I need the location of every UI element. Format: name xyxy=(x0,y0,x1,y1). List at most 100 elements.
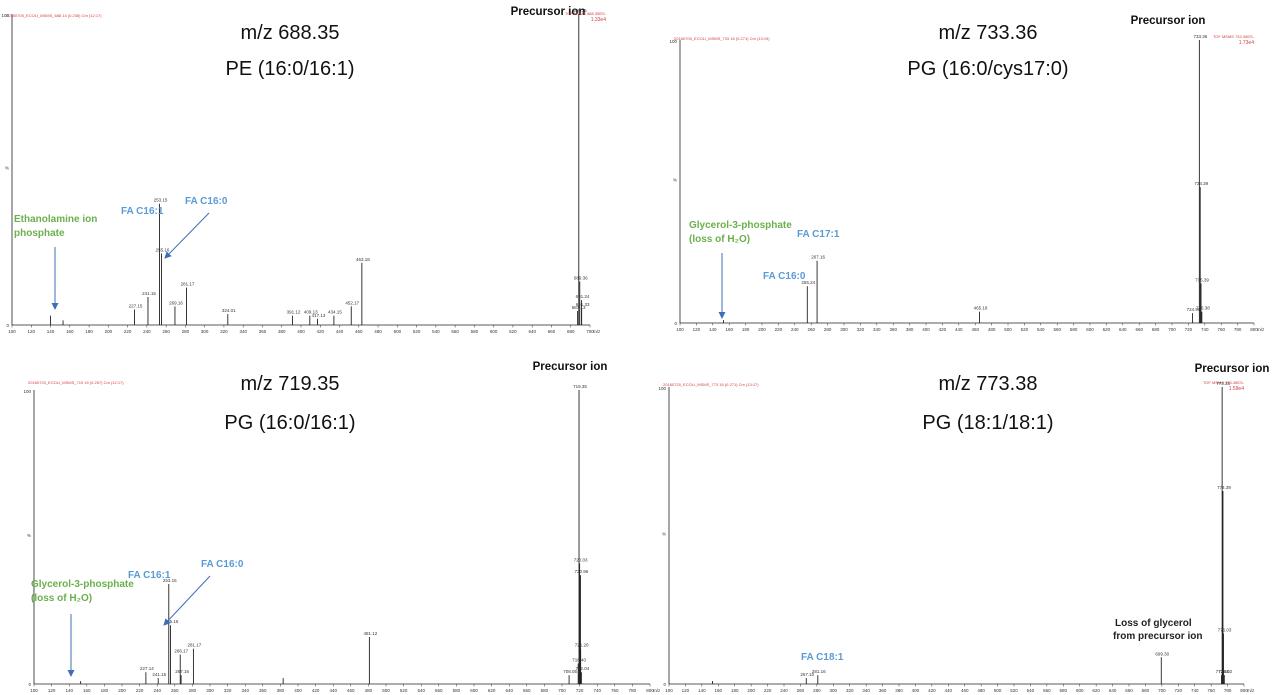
x-tick-label: 700 xyxy=(558,688,566,693)
x-tick-label: 540 xyxy=(432,329,440,334)
mz-title: m/z 773.38 xyxy=(939,373,1038,395)
x-tick-label: 480 xyxy=(365,688,373,693)
x-tick-label: 640 xyxy=(1119,327,1127,332)
peak-label: 722.04 xyxy=(576,666,590,671)
y-tick-label: 0 xyxy=(28,682,31,687)
peak-label: 409.13 xyxy=(304,310,318,315)
peak-label: 324.01 xyxy=(222,308,236,313)
precursor-ion-label: Precursor ion xyxy=(1131,15,1206,27)
annotation-label: Ethanolamine ion xyxy=(14,214,97,225)
peak-label: 688.35 xyxy=(573,8,587,13)
lipid-title: PG (16:0/cys17:0) xyxy=(907,58,1068,80)
x-tick-label: 280 xyxy=(824,327,832,332)
x-tick-label: 800 xyxy=(646,688,654,693)
peak-label: 776.02 xyxy=(1218,669,1232,674)
x-tick-label: 560 xyxy=(435,688,443,693)
mz-title: m/z 719.35 xyxy=(241,373,340,395)
x-tick-label: 640 xyxy=(528,329,536,334)
x-tick-label: 500 xyxy=(994,688,1002,693)
x-tick-label: 100 xyxy=(665,688,673,693)
x-tick-label: 620 xyxy=(509,329,517,334)
x-tick-label: 100 xyxy=(8,329,16,334)
x-tick-label: 240 xyxy=(143,329,151,334)
peak-label: 699.30 xyxy=(1155,651,1169,656)
peak-label: 281.17 xyxy=(181,282,195,287)
y-tick-label: 100 xyxy=(658,386,666,391)
spectrum-panel-1: m/z 688.35 PE (16:0/16:1) Precursor ion 201… xyxy=(1,6,606,334)
spectrum-panel-2: m/z 733.36 PG (16:0/cys17:0) Precursor ion… xyxy=(669,15,1265,332)
x-tick-label: 680 xyxy=(567,329,575,334)
x-tick-label: 400 xyxy=(912,688,920,693)
lipid-title: PE (16:0/16:1) xyxy=(226,58,355,80)
peak-label: 719.35 xyxy=(573,384,587,389)
x-tick-label: 800 xyxy=(1250,327,1258,332)
x-tick-label: 100 xyxy=(30,688,38,693)
peak-label: 463.18 xyxy=(356,257,370,262)
x-tick-label: 720 xyxy=(1185,327,1193,332)
peak-label: 255.16 xyxy=(165,619,179,624)
x-tick-label: 140 xyxy=(709,327,717,332)
annotation-label: FA C17:1 xyxy=(797,229,840,240)
run-header: 20180705_ECOLI_MSMS_733 16 (0.271) Cm (1… xyxy=(674,36,770,41)
x-tick-label: 180 xyxy=(101,688,109,693)
annotation-label: Loss of glycerol xyxy=(1115,618,1192,629)
scan-header-line: 1.33e4 xyxy=(591,17,607,23)
peak-label: 267.16 xyxy=(811,255,825,260)
x-tick-label: 360 xyxy=(879,688,887,693)
x-tick-label: 300 xyxy=(201,329,209,334)
x-tick-label: 460 xyxy=(347,688,355,693)
x-tick-label: 300 xyxy=(840,327,848,332)
annotation-label: FA C16:1 xyxy=(128,570,171,581)
peak-label: 253.15 xyxy=(154,198,168,203)
x-tick-label: 580 xyxy=(1070,327,1078,332)
x-tick-label: 720 xyxy=(576,688,584,693)
y-tick-label: 100 xyxy=(669,39,677,44)
x-tick-label: 160 xyxy=(725,327,733,332)
x-tick-label: 180 xyxy=(742,327,750,332)
x-tick-label: 740 xyxy=(1191,688,1199,693)
run-header: 20180705_ECOLI_MSMS_688 14 (0.236) Cm (1… xyxy=(6,13,102,18)
x-tick-label: 520 xyxy=(1021,327,1029,332)
annotation-label: FA C16:0 xyxy=(763,271,806,282)
peak-label: 465.18 xyxy=(974,306,988,311)
x-tick-label: 180 xyxy=(731,688,739,693)
x-tick-label: 340 xyxy=(862,688,870,693)
peak-label: 255.16 xyxy=(156,247,170,252)
x-tick-label: 580 xyxy=(1060,688,1068,693)
x-tick-label: 800 xyxy=(1240,688,1248,693)
peak-label: 241.15 xyxy=(142,291,156,296)
x-tick-label: 440 xyxy=(955,327,963,332)
x-tick-label: 480 xyxy=(977,688,985,693)
x-tick-label: 620 xyxy=(1092,688,1100,693)
y-tick-label: 0 xyxy=(6,323,9,328)
x-tick-label: 740 xyxy=(1201,327,1209,332)
annotation-label: (loss of H₂O) xyxy=(689,234,750,245)
peak-label: 417.13 xyxy=(312,313,326,318)
peak-label: 734.39 xyxy=(1194,181,1208,186)
x-tick-label: 180 xyxy=(85,329,93,334)
x-tick-label: 520 xyxy=(400,688,408,693)
x-tick-label: 680 xyxy=(1152,327,1160,332)
precursor-ion-label: Precursor ion xyxy=(511,6,586,18)
x-tick-label: 200 xyxy=(758,327,766,332)
x-tick-label: 420 xyxy=(939,327,947,332)
scan-header-line: 1.59e4 xyxy=(1229,386,1245,392)
x-tick-label: 680 xyxy=(1142,688,1150,693)
run-header: 20180725_ECOLI_MSMS_719 15 (0.257) Cm (1… xyxy=(28,380,124,385)
peak-label: 267.16 xyxy=(175,669,189,674)
x-tick-label: 780 xyxy=(1224,688,1232,693)
mz-title: m/z 733.36 xyxy=(939,22,1038,44)
x-tick-label: 380 xyxy=(277,688,285,693)
x-tick-label: 360 xyxy=(259,688,267,693)
peak-label: 269.16 xyxy=(169,300,183,305)
x-tick-label: 140 xyxy=(47,329,55,334)
x-tick-label: 520 xyxy=(413,329,421,334)
annotation-label: from precursor ion xyxy=(1113,631,1202,642)
y-tick-label: % xyxy=(27,533,31,538)
x-tick-label: 600 xyxy=(470,688,478,693)
peak-label: 281.16 xyxy=(812,669,826,674)
x-tick-label: 420 xyxy=(312,688,320,693)
scan-header-line: 1.73e4 xyxy=(1239,40,1255,46)
x-tick-label: 160 xyxy=(83,688,91,693)
